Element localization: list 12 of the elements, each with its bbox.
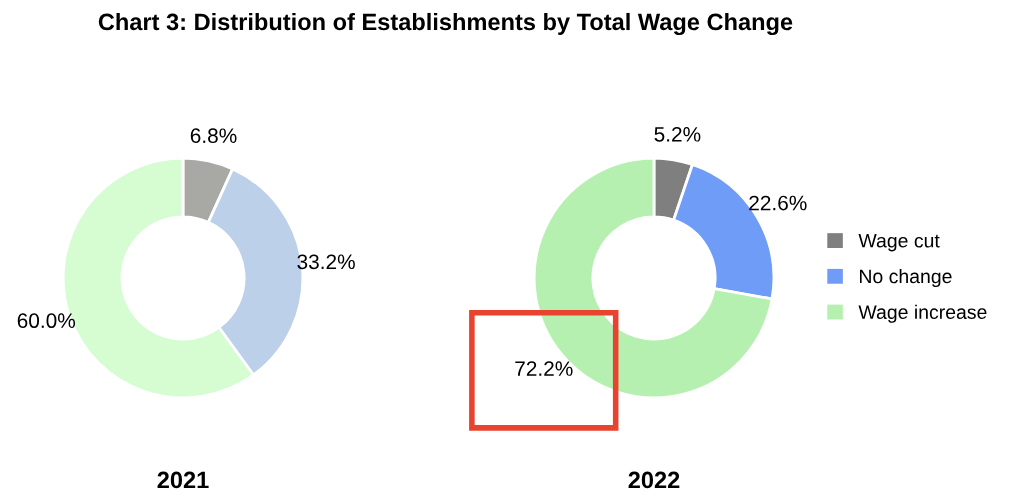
legend-label: No change bbox=[860, 268, 952, 288]
data-label: 6.8% bbox=[190, 128, 237, 144]
text: 2021 bbox=[157, 471, 209, 489]
legend-label: Wage increase bbox=[858, 304, 987, 323]
text: 2022 bbox=[628, 471, 680, 489]
data-label: 33.2% bbox=[297, 254, 355, 270]
data-label: 60.0% bbox=[17, 313, 76, 329]
data-label: 22.6% bbox=[749, 195, 807, 211]
text: Chart 3: Distribution of Establishments by Total Wage Change bbox=[98, 12, 793, 36]
legend-label: Wage cut bbox=[858, 233, 940, 252]
data-label: 72.2% bbox=[515, 361, 573, 376]
data-label: 5.2% bbox=[654, 126, 701, 142]
